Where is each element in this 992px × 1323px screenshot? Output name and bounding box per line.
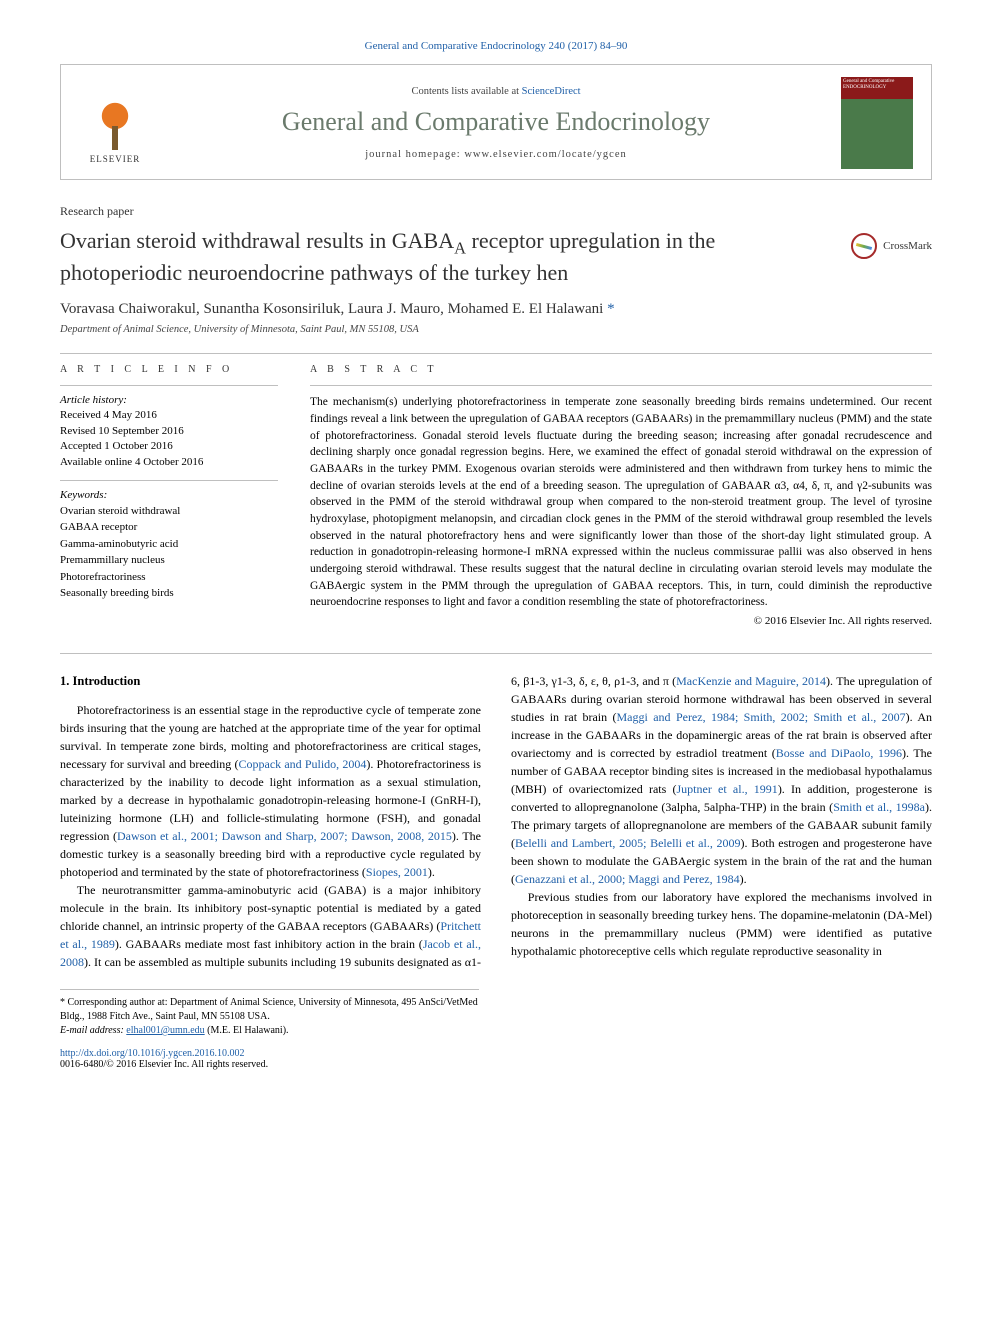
abstract-copyright: © 2016 Elsevier Inc. All rights reserved…: [310, 615, 932, 627]
homepage-line: journal homepage: www.elsevier.com/locat…: [169, 149, 823, 160]
corr-address: * Corresponding author at: Department of…: [60, 996, 479, 1024]
paper-type: Research paper: [60, 204, 932, 219]
intro-para-1: Photorefractoriness is an essential stag…: [60, 701, 481, 881]
ref-link[interactable]: MacKenzie and Maguire, 2014: [676, 674, 826, 688]
info-divider: [60, 480, 278, 481]
authors: Voravasa Chaiworakul, Sunantha Kosonsiri…: [60, 301, 932, 318]
elsevier-tree-icon: [86, 92, 144, 152]
ref-link[interactable]: Bosse and DiPaolo, 1996: [776, 746, 902, 760]
journal-cover-thumb: General and Comparative ENDOCRINOLOGY: [841, 77, 913, 169]
ref-link[interactable]: Dawson et al., 2001; Dawson and Sharp, 2…: [117, 829, 452, 843]
intro-p2-j: ).: [740, 872, 747, 886]
affiliation: Department of Animal Science, University…: [60, 324, 932, 335]
page-footer: http://dx.doi.org/10.1016/j.ygcen.2016.1…: [60, 1048, 932, 1070]
intro-p1-d: ).: [428, 865, 435, 879]
article-info-col: A R T I C L E I N F O Article history: R…: [60, 364, 278, 627]
crossmark-icon: [851, 233, 877, 259]
homepage-prefix: journal homepage:: [365, 149, 464, 160]
intro-heading: 1. Introduction: [60, 672, 481, 691]
contents-prefix: Contents lists available at: [411, 86, 521, 97]
intro-p2-a: The neurotransmitter gamma-aminobutyric …: [60, 883, 481, 933]
divider: [60, 353, 932, 354]
ref-link[interactable]: Maggi and Perez, 1984; Smith, 2002; Smit…: [617, 710, 906, 724]
elsevier-wordmark: ELSEVIER: [90, 154, 141, 164]
corresponding-footnote: * Corresponding author at: Department of…: [60, 989, 479, 1038]
cover-title: General and Comparative ENDOCRINOLOGY: [843, 79, 911, 90]
running-head: General and Comparative Endocrinology 24…: [60, 40, 932, 52]
title-pre: Ovarian steroid withdrawal results in GA…: [60, 228, 454, 253]
sciencedirect-link[interactable]: ScienceDirect: [522, 86, 581, 97]
keywords-label: Keywords:: [60, 489, 278, 501]
crossmark-label: CrossMark: [883, 240, 932, 252]
issn-line: 0016-6480/© 2016 Elsevier Inc. All right…: [60, 1059, 268, 1070]
abstract-col: A B S T R A C T The mechanism(s) underly…: [310, 364, 932, 627]
ref-link[interactable]: Siopes, 2001: [366, 865, 428, 879]
ref-link[interactable]: Genazzani et al., 2000; Maggi and Perez,…: [515, 872, 740, 886]
contents-line: Contents lists available at ScienceDirec…: [169, 86, 823, 97]
intro-p2-b: ). GABAARs mediate most fast inhibitory …: [115, 937, 423, 951]
body-columns: 1. Introduction Photorefractoriness is a…: [60, 672, 932, 971]
header-center: Contents lists available at ScienceDirec…: [169, 86, 823, 160]
info-divider: [60, 385, 278, 386]
history-label: Article history:: [60, 394, 278, 406]
doi-link[interactable]: http://dx.doi.org/10.1016/j.ygcen.2016.1…: [60, 1048, 245, 1059]
history-lines: Received 4 May 2016 Revised 10 September…: [60, 408, 278, 470]
article-info-head: A R T I C L E I N F O: [60, 364, 278, 375]
crossmark-badge[interactable]: CrossMark: [851, 233, 932, 259]
ref-link[interactable]: Belelli and Lambert, 2005; Belelli et al…: [515, 836, 741, 850]
homepage-link[interactable]: www.elsevier.com/locate/ygcen: [464, 149, 626, 160]
email-suffix: (M.E. El Halawani).: [205, 1025, 289, 1036]
ref-link[interactable]: Coppack and Pulido, 2004: [238, 757, 366, 771]
author-list: Voravasa Chaiworakul, Sunantha Kosonsiri…: [60, 301, 607, 317]
title-sub: A: [454, 238, 466, 257]
elsevier-logo: ELSEVIER: [79, 82, 151, 164]
email-link[interactable]: elhal001@umn.edu: [126, 1025, 204, 1036]
article-title: Ovarian steroid withdrawal results in GA…: [60, 227, 831, 287]
intro-para-3: Previous studies from our laboratory hav…: [511, 888, 932, 960]
body-divider: [60, 653, 932, 654]
abstract-divider: [310, 385, 932, 386]
abstract-head: A B S T R A C T: [310, 364, 932, 375]
journal-header: ELSEVIER Contents lists available at Sci…: [60, 64, 932, 180]
keywords-list: Ovarian steroid withdrawal GABAA recepto…: [60, 503, 278, 602]
ref-link[interactable]: Smith et al., 1998a: [833, 800, 925, 814]
corresponding-mark: *: [607, 301, 615, 317]
abstract-text: The mechanism(s) underlying photorefract…: [310, 394, 932, 611]
email-label: E-mail address:: [60, 1025, 126, 1036]
ref-link[interactable]: Juptner et al., 1991: [677, 782, 778, 796]
journal-name: General and Comparative Endocrinology: [169, 107, 823, 137]
